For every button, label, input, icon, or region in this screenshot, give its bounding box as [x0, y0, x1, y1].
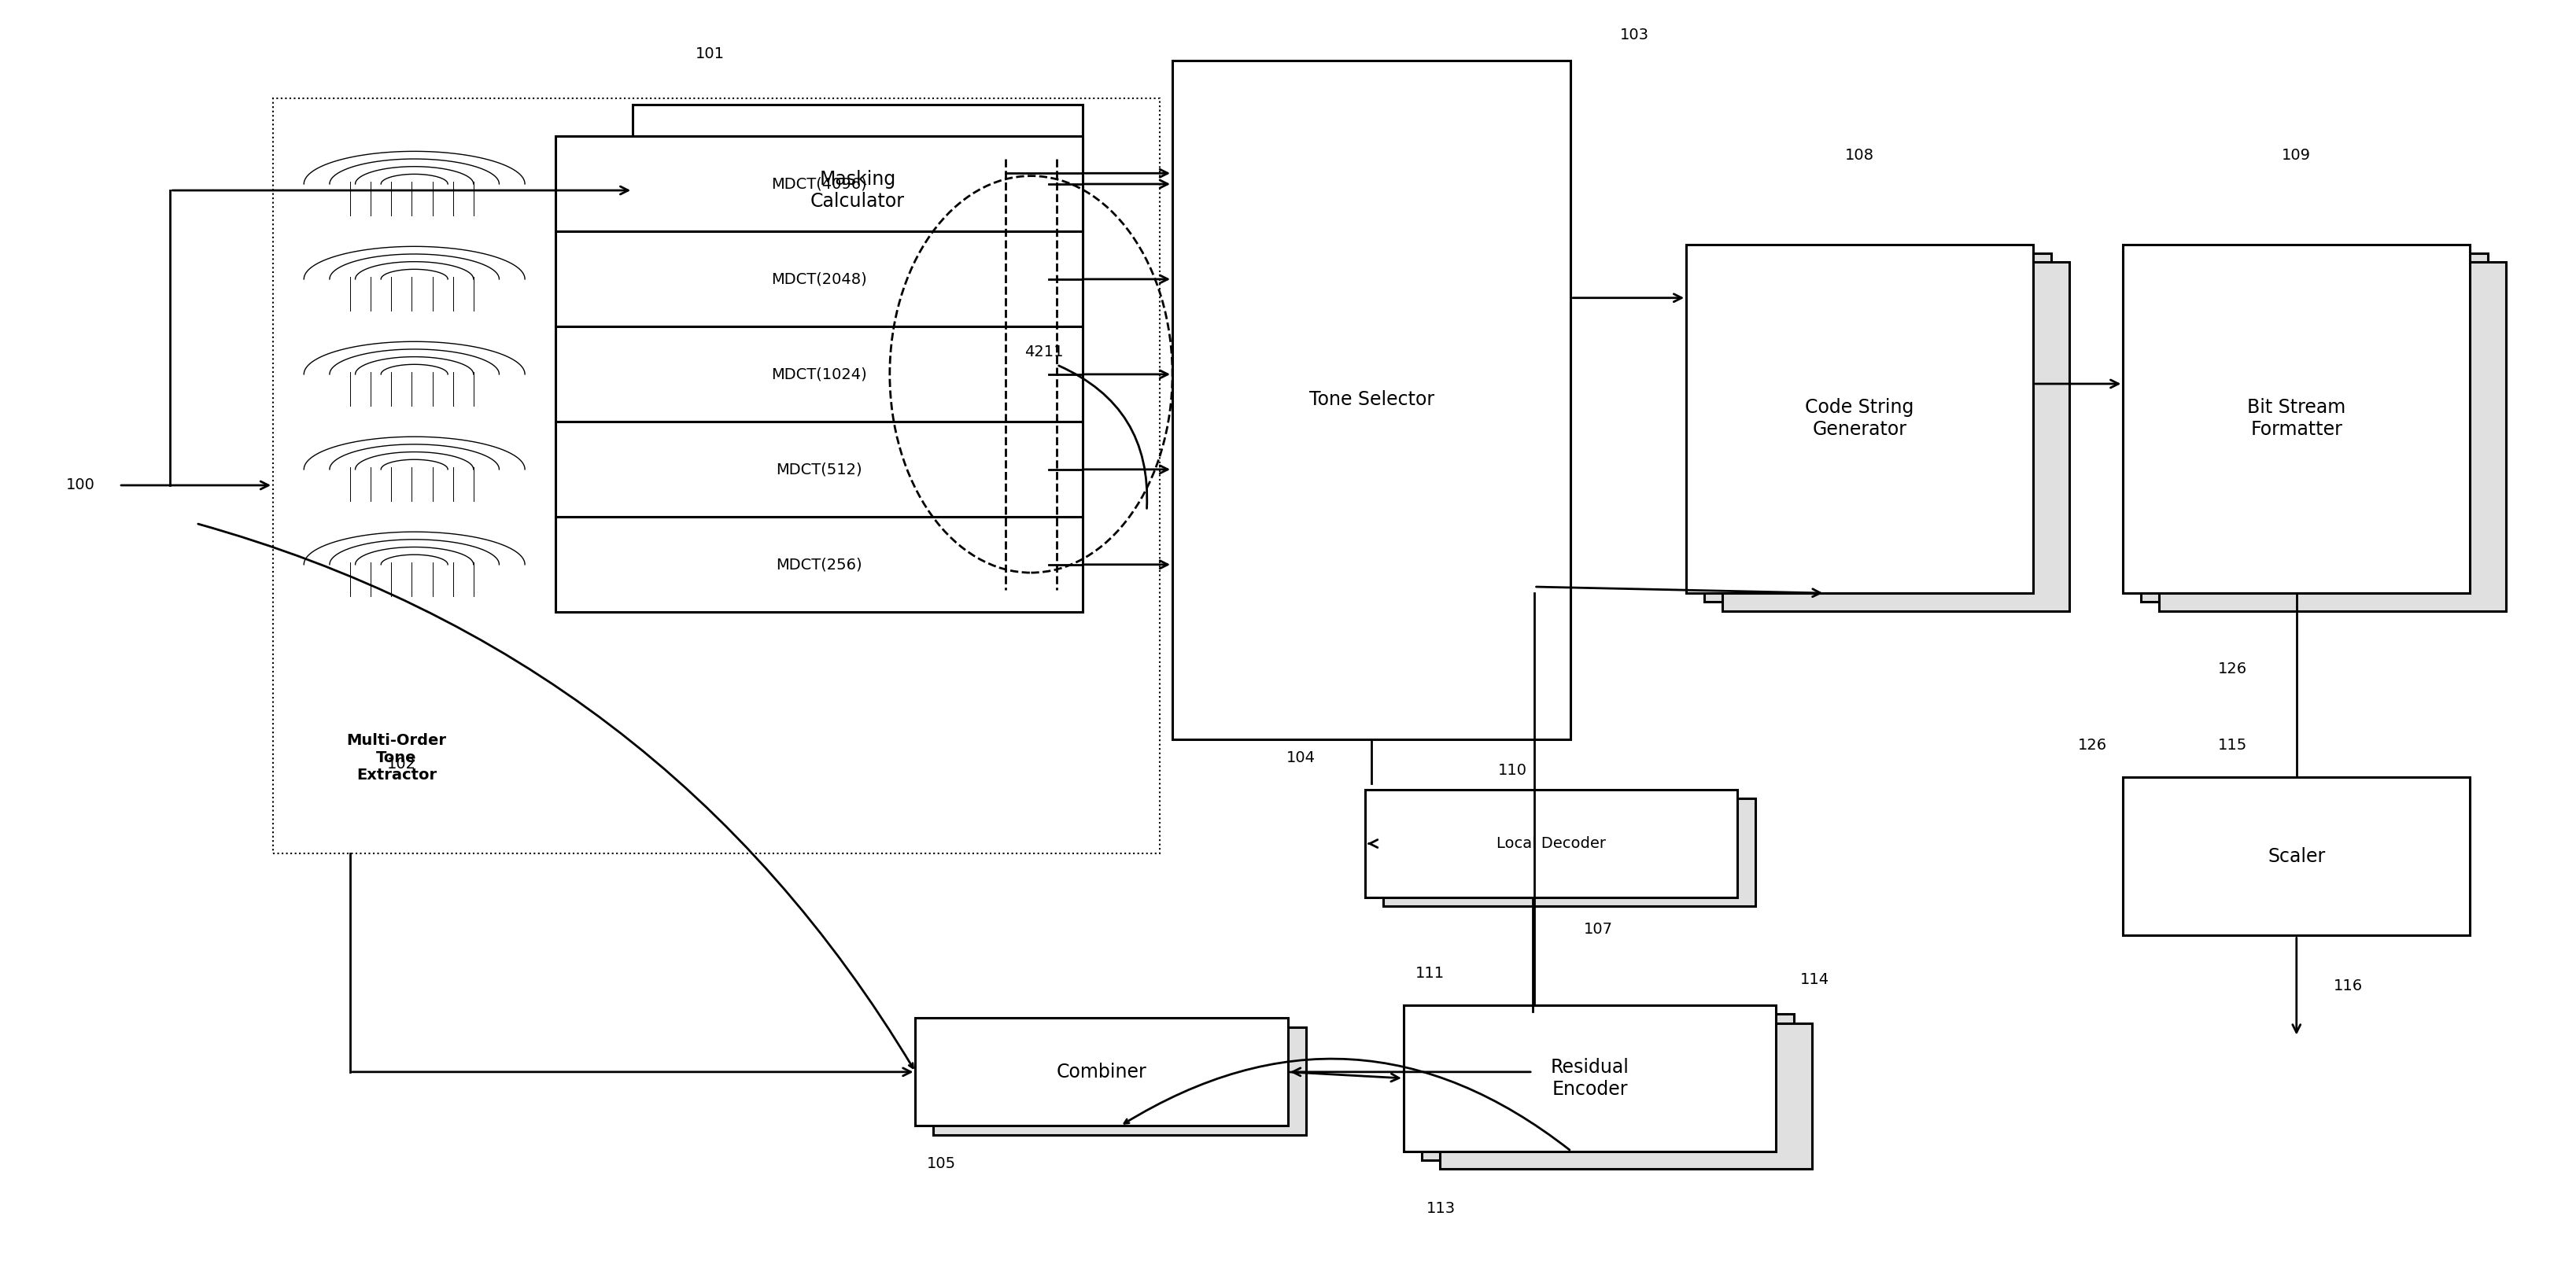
Bar — [556, 232, 1082, 326]
Bar — [1723, 263, 2069, 611]
Bar — [556, 136, 1082, 232]
Bar — [1172, 60, 1571, 739]
Text: 115: 115 — [2218, 738, 2246, 752]
Text: 126: 126 — [2218, 662, 2246, 677]
Text: 107: 107 — [1584, 922, 1613, 937]
Text: 116: 116 — [2334, 979, 2362, 993]
Bar — [914, 1017, 1288, 1126]
Bar — [2123, 776, 2470, 936]
Bar — [1404, 1006, 1777, 1151]
Text: 101: 101 — [696, 47, 724, 61]
Bar — [556, 422, 1082, 516]
Text: 113: 113 — [1427, 1201, 1455, 1216]
Bar — [556, 516, 1082, 612]
Text: Tone Selector: Tone Selector — [1309, 390, 1435, 409]
Bar — [634, 105, 1082, 275]
Text: Code String
Generator: Code String Generator — [1806, 398, 1914, 439]
Bar — [1365, 789, 1739, 898]
Text: Scaler: Scaler — [2267, 847, 2326, 866]
Text: 100: 100 — [67, 478, 95, 492]
Text: 4211: 4211 — [1025, 344, 1064, 360]
Text: MDCT(256): MDCT(256) — [775, 557, 863, 572]
Bar — [1422, 1014, 1793, 1160]
Bar — [1705, 254, 2050, 602]
Text: 111: 111 — [1414, 966, 1445, 980]
Text: 109: 109 — [2282, 148, 2311, 163]
Text: 108: 108 — [1844, 148, 1875, 163]
Bar — [1687, 245, 2032, 593]
Text: 104: 104 — [1285, 751, 1316, 765]
Text: MDCT(1024): MDCT(1024) — [770, 367, 868, 381]
Bar — [1440, 1023, 1811, 1169]
Text: Local Decoder: Local Decoder — [1497, 836, 1605, 852]
Bar — [933, 1026, 1306, 1135]
Bar — [273, 98, 1159, 853]
Text: 126: 126 — [2079, 738, 2107, 752]
Text: 105: 105 — [927, 1156, 956, 1172]
Bar — [2159, 263, 2506, 611]
Text: Residual
Encoder: Residual Encoder — [1551, 1058, 1628, 1099]
Text: Bit Stream
Formatter: Bit Stream Formatter — [2246, 398, 2347, 439]
Text: Masking
Calculator: Masking Calculator — [811, 170, 904, 210]
Bar — [2123, 245, 2470, 593]
Text: 103: 103 — [1620, 28, 1649, 42]
Text: Combiner: Combiner — [1056, 1062, 1146, 1081]
Text: MDCT(4096): MDCT(4096) — [770, 176, 868, 191]
Text: 102: 102 — [386, 757, 417, 771]
Text: Multi-Order
Tone
Extractor: Multi-Order Tone Extractor — [345, 733, 446, 783]
Bar — [556, 326, 1082, 422]
Bar — [1383, 798, 1757, 907]
Text: MDCT(2048): MDCT(2048) — [770, 272, 868, 287]
Text: 114: 114 — [1801, 973, 1829, 987]
Text: MDCT(512): MDCT(512) — [775, 462, 863, 477]
Bar — [2141, 254, 2488, 602]
Text: 110: 110 — [1499, 764, 1528, 778]
